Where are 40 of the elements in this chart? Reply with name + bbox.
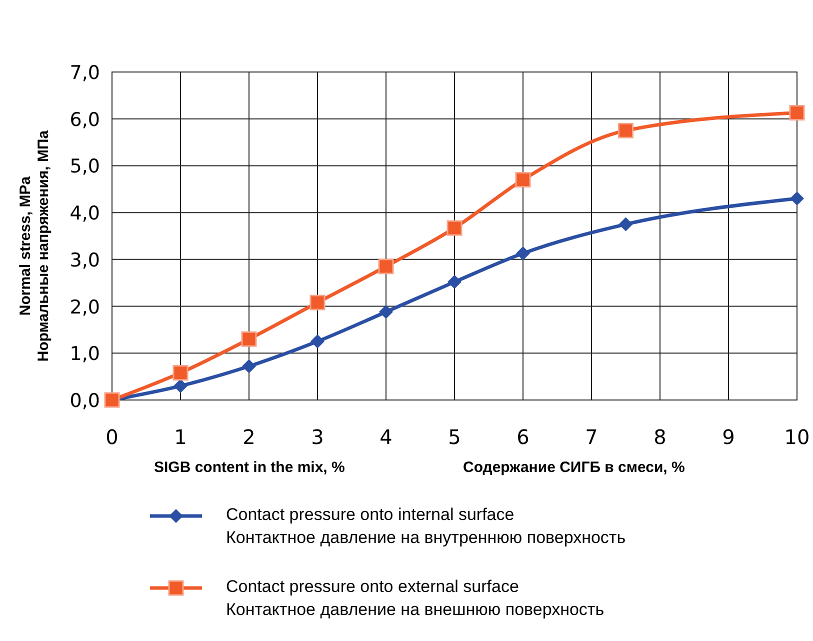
x-tick-label: 9 [722, 425, 735, 449]
point [446, 220, 462, 236]
x-tick-label: 3 [311, 425, 324, 449]
y-tick-label: 7,0 [70, 62, 100, 84]
x-tick-label: 7 [585, 425, 598, 449]
point [515, 172, 531, 188]
x-tick-label: 2 [242, 425, 256, 449]
point [378, 258, 394, 274]
point [172, 365, 188, 381]
y-tick-label: 3,0 [70, 249, 100, 272]
y-axis-title: Normal stress, MPa Нормальные напряжения, МПа [17, 130, 52, 362]
point [789, 105, 805, 121]
x-tick-label: 8 [654, 425, 666, 449]
x-tick-label: 0 [106, 425, 118, 449]
point [310, 294, 326, 310]
y-tick-label: 0,0 [70, 390, 100, 412]
text: Содержание СИГБ в смеси, % [463, 459, 685, 476]
point [618, 122, 634, 138]
y-tick-label: 2,0 [70, 296, 100, 318]
point [618, 217, 633, 232]
point [174, 378, 188, 393]
y-tick-label: 4,0 [70, 202, 100, 225]
y-tick-label: 6,0 [70, 108, 100, 131]
point [242, 359, 256, 374]
point [241, 331, 257, 347]
point [516, 246, 530, 260]
point [790, 192, 804, 206]
point [310, 334, 324, 348]
y-tick-label: 1,0 [70, 343, 100, 366]
y-tick-label: 5,0 [70, 156, 100, 178]
x-axis-title: SIGB content in the mix, % [154, 459, 345, 476]
x-tick-label: 5 [448, 425, 461, 449]
x-tick-label: 1 [174, 425, 187, 449]
legend-label: Contact pressure onto external surface Контактное давление на внешнюю поверхность [226, 577, 604, 619]
legend-label: Contact pressure onto internal surface Контактное давление на внутреннюю поверхность [226, 505, 626, 547]
point [379, 304, 393, 319]
x-tick-label: 4 [380, 425, 392, 449]
x-tick-label: 10 [784, 425, 810, 449]
point [448, 274, 462, 289]
x-tick-label: 6 [516, 425, 530, 449]
